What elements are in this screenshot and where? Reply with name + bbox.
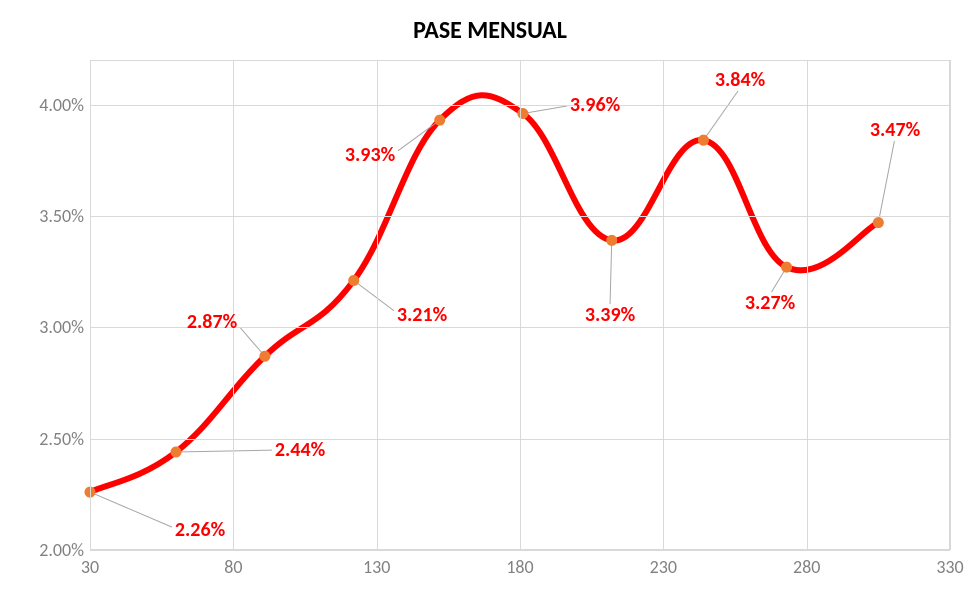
data-marker: [171, 447, 181, 457]
data-label: 3.39%: [585, 303, 635, 327]
data-label: 3.93%: [345, 143, 395, 167]
leader-line: [176, 450, 272, 452]
data-label: 2.87%: [187, 310, 237, 334]
chart-container: PASE MENSUAL 30801301802302803302.00%2.5…: [0, 0, 980, 591]
gridline-horizontal: [90, 550, 950, 551]
x-tick-label: 180: [506, 550, 533, 578]
data-marker: [607, 235, 617, 245]
x-tick-label: 280: [793, 550, 820, 578]
data-marker: [782, 262, 792, 272]
leader-line: [523, 106, 567, 113]
x-tick-label: 130: [363, 550, 390, 578]
x-tick-label: 230: [650, 550, 677, 578]
gridline-vertical: [377, 60, 378, 550]
x-tick-label: 330: [936, 550, 963, 578]
data-label: 2.44%: [275, 438, 325, 462]
data-marker: [349, 276, 359, 286]
data-label: 3.21%: [397, 303, 447, 327]
data-label: 3.27%: [745, 291, 795, 315]
data-label: 2.26%: [175, 518, 225, 542]
leader-line: [354, 281, 394, 311]
y-tick-label: 3.50%: [39, 205, 90, 227]
gridline-horizontal: [90, 216, 950, 217]
plot-area: 30801301802302803302.00%2.50%3.00%3.50%4…: [90, 60, 950, 550]
data-label: 3.47%: [870, 118, 920, 142]
data-marker: [435, 115, 445, 125]
data-label: 3.96%: [570, 93, 620, 117]
leader-line: [878, 141, 894, 223]
data-marker: [873, 218, 883, 228]
gridline-vertical: [950, 60, 951, 550]
gridline-vertical: [663, 60, 664, 550]
y-tick-label: 3.00%: [39, 316, 90, 338]
gridline-vertical: [520, 60, 521, 550]
data-marker: [698, 135, 708, 145]
data-label: 3.84%: [715, 68, 765, 92]
data-marker: [260, 351, 270, 361]
y-tick-label: 2.50%: [39, 428, 90, 450]
leader-line: [90, 492, 172, 527]
leader-line: [610, 240, 612, 304]
gridline-vertical: [90, 60, 91, 550]
y-tick-label: 2.00%: [39, 539, 90, 561]
y-tick-label: 4.00%: [39, 94, 90, 116]
leader-line: [703, 91, 738, 140]
x-tick-label: 80: [224, 550, 242, 578]
gridline-vertical: [233, 60, 234, 550]
gridline-horizontal: [90, 105, 950, 106]
gridline-horizontal: [90, 439, 950, 440]
leader-line: [240, 327, 265, 356]
chart-title: PASE MENSUAL: [0, 16, 980, 45]
gridline-vertical: [807, 60, 808, 550]
